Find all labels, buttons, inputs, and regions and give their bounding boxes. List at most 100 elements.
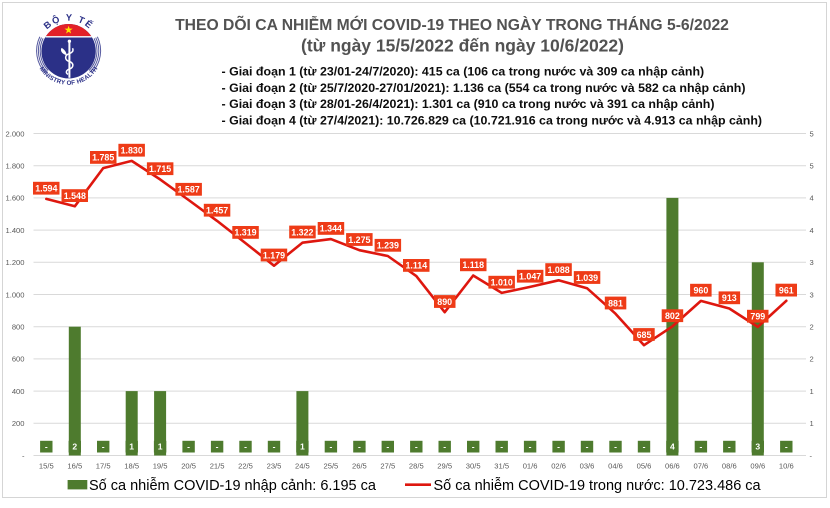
svg-text:- Giai đoạn 1 (từ 23/01-24/7/2: - Giai đoạn 1 (từ 23/01-24/7/2020): 415 …: [222, 65, 705, 79]
svg-text:1: 1: [158, 442, 163, 452]
svg-text:2: 2: [810, 355, 814, 364]
svg-text:1.039: 1.039: [576, 273, 598, 283]
svg-text:5: 5: [810, 162, 814, 171]
svg-text:-: -: [472, 442, 475, 452]
svg-text:802: 802: [665, 311, 680, 321]
svg-text:400: 400: [12, 387, 25, 396]
svg-text:1.010: 1.010: [491, 278, 513, 288]
svg-text:15/5: 15/5: [39, 462, 54, 471]
svg-text:-: -: [529, 442, 532, 452]
svg-text:09/6: 09/6: [750, 462, 765, 471]
svg-text:23/5: 23/5: [267, 462, 282, 471]
svg-text:Số ca nhiễm COVID-19 nhập cảnh: Số ca nhiễm COVID-19 nhập cảnh: 6.195 ca: [89, 477, 377, 494]
svg-text:1.800: 1.800: [5, 162, 24, 171]
svg-text:-: -: [386, 442, 389, 452]
svg-text:-: -: [557, 442, 560, 452]
svg-text:24/5: 24/5: [295, 462, 310, 471]
svg-text:200: 200: [12, 419, 25, 428]
svg-text:-: -: [500, 442, 503, 452]
svg-text:1.830: 1.830: [121, 146, 143, 156]
svg-text:1.344: 1.344: [320, 224, 342, 234]
svg-text:881: 881: [608, 298, 623, 308]
svg-text:1.594: 1.594: [35, 184, 57, 194]
svg-text:1.548: 1.548: [64, 191, 86, 201]
svg-text:3: 3: [755, 442, 760, 452]
svg-text:29/5: 29/5: [437, 462, 452, 471]
svg-text:10/6: 10/6: [779, 462, 794, 471]
svg-text:5: 5: [810, 129, 814, 138]
svg-text:1: 1: [810, 419, 814, 428]
svg-text:-: -: [22, 451, 25, 460]
svg-text:1.600: 1.600: [5, 194, 24, 203]
svg-text:-: -: [273, 442, 276, 452]
svg-text:1.319: 1.319: [234, 228, 256, 238]
svg-text:1: 1: [300, 442, 305, 452]
svg-text:4: 4: [810, 194, 814, 203]
svg-text:1: 1: [810, 387, 814, 396]
svg-text:1.457: 1.457: [206, 206, 228, 216]
svg-text:-: -: [728, 442, 731, 452]
svg-text:-: -: [358, 442, 361, 452]
svg-text:21/5: 21/5: [210, 462, 225, 471]
svg-text:1.239: 1.239: [377, 241, 399, 251]
svg-text:-: -: [102, 442, 105, 452]
svg-text:26/5: 26/5: [352, 462, 367, 471]
svg-text:799: 799: [750, 312, 765, 322]
svg-text:20/5: 20/5: [181, 462, 196, 471]
svg-text:-: -: [329, 442, 332, 452]
svg-text:-: -: [643, 442, 646, 452]
svg-text:960: 960: [693, 286, 708, 296]
svg-text:03/6: 03/6: [580, 462, 595, 471]
svg-text:1.785: 1.785: [92, 153, 114, 163]
svg-text:-: -: [785, 442, 788, 452]
svg-text:02/6: 02/6: [551, 462, 566, 471]
svg-text:05/6: 05/6: [637, 462, 652, 471]
svg-text:3: 3: [810, 290, 814, 299]
svg-text:-: -: [586, 442, 589, 452]
svg-text:800: 800: [12, 323, 25, 332]
svg-text:31/5: 31/5: [494, 462, 509, 471]
svg-text:961: 961: [779, 285, 794, 295]
svg-text:1.715: 1.715: [149, 164, 171, 174]
svg-text:1.322: 1.322: [291, 227, 313, 237]
svg-text:27/5: 27/5: [380, 462, 395, 471]
svg-text:-: -: [443, 442, 446, 452]
svg-text:1.000: 1.000: [5, 290, 24, 299]
svg-text:(từ ngày 15/5/2022 đến ngày 10: (từ ngày 15/5/2022 đến ngày 10/6/2022): [301, 36, 624, 56]
svg-text:1.200: 1.200: [5, 258, 24, 267]
svg-text:4: 4: [670, 442, 675, 452]
svg-text:30/5: 30/5: [466, 462, 481, 471]
svg-text:01/6: 01/6: [523, 462, 538, 471]
svg-text:08/6: 08/6: [722, 462, 737, 471]
svg-text:22/5: 22/5: [238, 462, 253, 471]
svg-text:3: 3: [810, 258, 814, 267]
svg-text:- Giai đoạn 2 (từ 25/7/2020-27: - Giai đoạn 2 (từ 25/7/2020-27/01/2021):…: [222, 81, 746, 95]
svg-text:25/5: 25/5: [324, 462, 339, 471]
svg-text:1.114: 1.114: [405, 261, 427, 271]
svg-text:1.088: 1.088: [547, 265, 569, 275]
svg-text:685: 685: [637, 330, 652, 340]
svg-text:1.179: 1.179: [263, 250, 285, 260]
svg-text:-: -: [699, 442, 702, 452]
svg-text:28/5: 28/5: [409, 462, 424, 471]
svg-text:4: 4: [810, 226, 814, 235]
svg-text:Số ca nhiễm COVID-19 trong nướ: Số ca nhiễm COVID-19 trong nước: 10.723.…: [434, 477, 762, 494]
svg-text:-: -: [216, 442, 219, 452]
svg-text:- Giai đoạn 4 (từ 27/4/2021):: - Giai đoạn 4 (từ 27/4/2021): 10.726.829…: [222, 113, 763, 127]
svg-text:-: -: [187, 442, 190, 452]
svg-text:1.400: 1.400: [5, 226, 24, 235]
svg-text:890: 890: [437, 297, 452, 307]
svg-text:1.275: 1.275: [348, 235, 370, 245]
svg-text:06/6: 06/6: [665, 462, 680, 471]
svg-text:THEO DÕI CA NHIỄM MỚI COVID-19: THEO DÕI CA NHIỄM MỚI COVID-19 THEO NGÀY…: [175, 14, 729, 34]
svg-text:18/5: 18/5: [124, 462, 139, 471]
svg-text:17/5: 17/5: [96, 462, 111, 471]
svg-text:07/6: 07/6: [694, 462, 709, 471]
svg-text:600: 600: [12, 355, 25, 364]
svg-text:1.047: 1.047: [519, 272, 541, 282]
svg-text:2.000: 2.000: [5, 129, 24, 138]
svg-text:1.587: 1.587: [177, 185, 199, 195]
svg-text:2: 2: [72, 442, 77, 452]
svg-text:-: -: [810, 451, 813, 460]
svg-text:913: 913: [722, 293, 737, 303]
